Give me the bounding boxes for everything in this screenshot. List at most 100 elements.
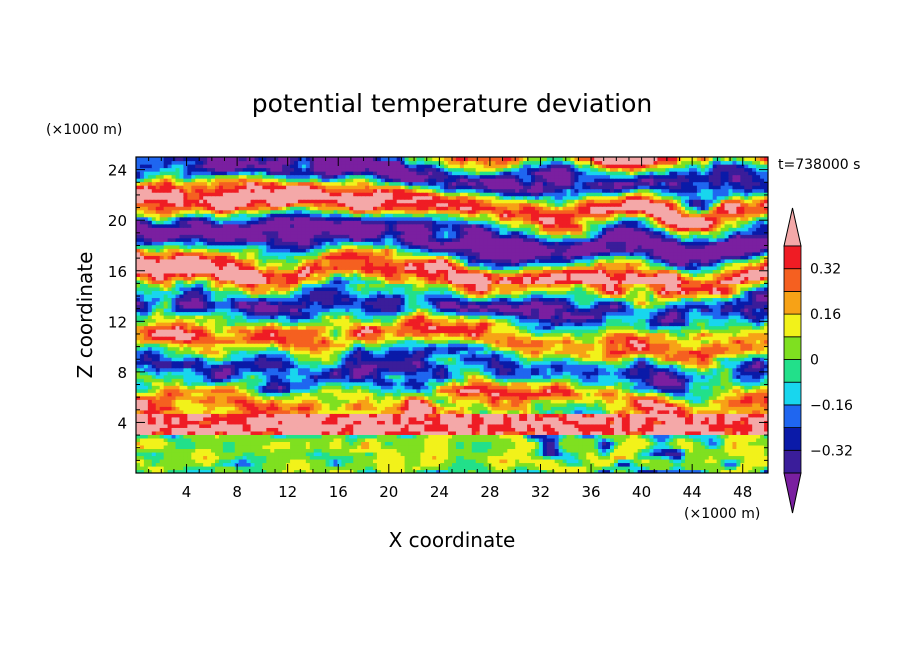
field-cell — [159, 374, 165, 379]
field-cell — [617, 427, 623, 432]
field-cell — [578, 434, 583, 439]
field-cell — [412, 451, 418, 457]
field-cell — [610, 409, 615, 414]
field-cell — [215, 427, 220, 432]
field-cell — [151, 420, 157, 425]
field-cell — [313, 430, 319, 435]
field-cell — [262, 399, 267, 404]
field-cell — [720, 381, 726, 386]
field-cell — [230, 374, 236, 379]
field-cell — [147, 420, 153, 425]
field-cell — [384, 395, 390, 400]
field-cell — [475, 458, 481, 464]
field-cell — [653, 437, 658, 442]
field-cell — [384, 371, 390, 376]
field-cell — [653, 455, 658, 460]
field-cell — [357, 374, 362, 379]
field-cell — [696, 409, 702, 414]
field-cell — [301, 427, 307, 432]
field-cell — [353, 371, 358, 376]
field-cell — [242, 434, 248, 439]
field-cell — [740, 423, 745, 428]
field-cell — [448, 413, 453, 418]
field-cell — [471, 448, 477, 453]
field-cell — [266, 441, 271, 446]
field-cell — [440, 423, 445, 428]
field-cell — [692, 444, 698, 450]
field-cell — [286, 378, 291, 383]
field-cell — [602, 430, 607, 435]
field-cell — [179, 378, 184, 383]
field-cell — [459, 455, 465, 460]
field-cell — [558, 455, 564, 460]
field-cell — [689, 441, 694, 446]
field-cell — [373, 399, 378, 404]
field-cell — [365, 409, 370, 414]
field-cell — [610, 434, 615, 439]
field-cell — [191, 399, 196, 404]
field-cell — [171, 399, 177, 404]
field-cell — [341, 437, 346, 442]
field-cell — [503, 462, 508, 467]
field-cell — [151, 395, 157, 400]
field-cell — [203, 360, 208, 365]
field-cell — [191, 402, 196, 407]
field-cell — [483, 462, 489, 467]
field-cell — [724, 462, 730, 467]
field-cell — [586, 406, 591, 411]
field-cell — [732, 451, 737, 457]
field-cell — [313, 462, 319, 467]
field-cell — [412, 444, 418, 450]
field-cell — [444, 469, 449, 473]
field-cell — [740, 413, 745, 418]
field-cell — [151, 371, 157, 376]
field-cell — [550, 367, 556, 372]
field-cell — [290, 448, 295, 453]
field-cell — [222, 374, 228, 379]
field-cell — [211, 399, 216, 404]
field-cell — [345, 388, 350, 393]
field-cell — [598, 420, 603, 425]
field-cell — [215, 451, 220, 457]
field-cell — [463, 413, 469, 418]
field-cell — [740, 395, 745, 400]
field-cell — [361, 374, 366, 379]
field-cell — [594, 413, 599, 418]
field-cell — [440, 371, 445, 376]
field-cell — [661, 469, 666, 473]
field-cell — [143, 395, 149, 400]
field-cell — [175, 409, 181, 414]
field-cell — [203, 455, 208, 460]
field-cell — [594, 451, 599, 457]
field-cell — [475, 381, 481, 386]
field-cell — [203, 416, 208, 421]
field-cell — [266, 402, 271, 407]
field-cell — [365, 364, 370, 369]
field-cell — [708, 385, 714, 390]
field-cell — [527, 413, 532, 418]
field-cell — [657, 434, 662, 439]
field-cell — [613, 420, 619, 425]
field-cell — [704, 395, 710, 400]
field-cell — [333, 455, 339, 460]
field-cell — [728, 444, 734, 450]
field-cell — [692, 430, 698, 435]
field-cell — [685, 399, 690, 404]
field-cell — [712, 385, 718, 390]
field-cell — [527, 469, 532, 473]
field-cell — [700, 444, 706, 450]
field-cell — [353, 465, 358, 471]
field-cell — [147, 364, 153, 369]
field-cell — [313, 381, 319, 386]
field-cell — [416, 392, 421, 397]
field-cell — [487, 367, 493, 372]
field-cell — [258, 392, 263, 397]
field-cell — [574, 395, 579, 400]
field-cell — [329, 458, 335, 464]
field-cell — [321, 444, 327, 450]
field-cell — [313, 409, 319, 414]
field-cell — [151, 458, 157, 464]
field-cell — [578, 462, 583, 467]
field-cell — [459, 364, 465, 369]
field-cell — [613, 402, 619, 407]
